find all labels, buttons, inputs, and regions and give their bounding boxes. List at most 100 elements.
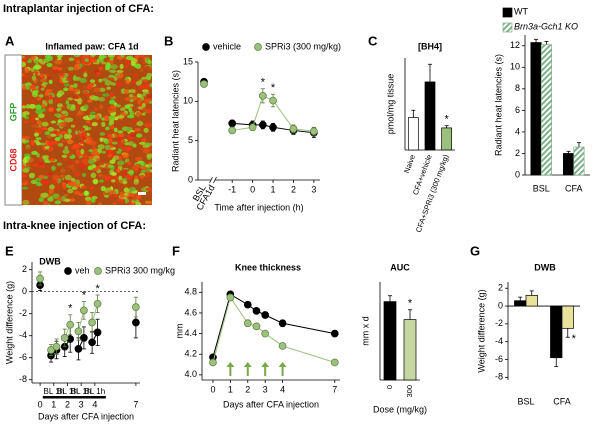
cell: [48, 146, 54, 151]
cell: [121, 172, 127, 177]
cell: [109, 92, 115, 98]
cell: [138, 120, 143, 125]
cell: [101, 78, 109, 82]
cell: [79, 77, 87, 84]
cell: [34, 71, 39, 76]
cell: [129, 172, 134, 176]
cell: [44, 131, 51, 136]
cell: [28, 172, 36, 179]
y-tick-label: 4: [515, 126, 520, 136]
chart-title: DWB: [534, 262, 556, 272]
x-axis-label: Days after CFA injection: [223, 399, 319, 409]
cell: [107, 77, 114, 81]
cell: [74, 171, 80, 177]
point: [209, 358, 217, 367]
cell: [126, 127, 131, 133]
cell: [123, 168, 128, 172]
y-tick-label: -2: [19, 308, 27, 318]
cell: [85, 135, 91, 140]
cell: [117, 130, 124, 134]
cell: [45, 89, 53, 93]
cell: [64, 117, 72, 123]
cell: [74, 130, 79, 135]
point: [289, 125, 298, 133]
x-tick-label: 7: [133, 399, 138, 409]
cell: [116, 139, 122, 146]
x-tick-label: 300: [405, 385, 414, 398]
bar: [562, 153, 575, 176]
cell: [58, 121, 67, 127]
y-tick-label: -6: [495, 354, 503, 364]
cell: [81, 131, 88, 138]
cell: [87, 99, 93, 103]
cell: [119, 191, 124, 195]
cell: [38, 197, 44, 203]
panel-label: G: [470, 243, 480, 258]
point: [243, 319, 252, 328]
cell: [119, 193, 125, 198]
y-tick-label: 0: [188, 174, 193, 184]
cell: [70, 124, 76, 128]
point: [261, 329, 270, 338]
section-header: Intra-knee injection of CFA:: [3, 220, 146, 232]
cell: [87, 166, 92, 170]
cell: [122, 148, 129, 151]
cell: [66, 139, 74, 144]
period-bar: [70, 396, 93, 399]
y-tick-label: 2: [515, 148, 520, 158]
legend-marker: [254, 43, 262, 51]
cell: [117, 160, 125, 166]
cell: [147, 59, 152, 65]
cell: [41, 121, 49, 127]
bar: [530, 42, 542, 176]
cell: [107, 133, 113, 140]
cell: [79, 127, 85, 133]
cell: [44, 180, 50, 185]
cell: [93, 87, 101, 93]
cell: [53, 130, 58, 135]
cell: [56, 93, 62, 98]
cell: [55, 98, 60, 103]
cell: [80, 148, 85, 155]
cell: [90, 149, 98, 156]
cell: [24, 67, 30, 74]
cell: [59, 130, 68, 135]
x-tick-label: 1: [51, 399, 56, 409]
cell: [125, 55, 134, 60]
bar: [540, 44, 552, 176]
chart-title: Knee thickness: [235, 262, 301, 272]
legend-marker: [64, 267, 72, 275]
cell: [110, 82, 116, 86]
cell: [84, 127, 89, 131]
cell: [99, 104, 104, 110]
cell: [35, 137, 42, 141]
cell: [135, 133, 143, 138]
x-tick-label: -1: [228, 184, 236, 194]
cell: [49, 184, 55, 190]
cell: [119, 63, 124, 70]
cell: [91, 122, 98, 127]
cell: [126, 161, 132, 166]
cell: [39, 78, 47, 83]
cell: [120, 55, 125, 58]
cell: [146, 121, 151, 128]
point: [330, 329, 339, 338]
panel-label: E: [5, 243, 14, 258]
cell: [31, 114, 36, 119]
cell: [67, 128, 72, 134]
point: [228, 126, 237, 135]
cell: [116, 168, 121, 173]
cell: [35, 141, 41, 146]
cell: [135, 55, 139, 60]
cell: [90, 111, 96, 115]
bar: [407, 117, 419, 151]
cell: [82, 125, 89, 129]
treatment-arrow: [278, 362, 287, 376]
legend-label: veh: [75, 265, 90, 275]
cell: [124, 64, 130, 69]
point: [226, 293, 235, 302]
bar: [403, 319, 417, 381]
y-tick-label: 4.4: [184, 328, 197, 338]
cell: [67, 97, 74, 101]
cell: [33, 65, 40, 70]
